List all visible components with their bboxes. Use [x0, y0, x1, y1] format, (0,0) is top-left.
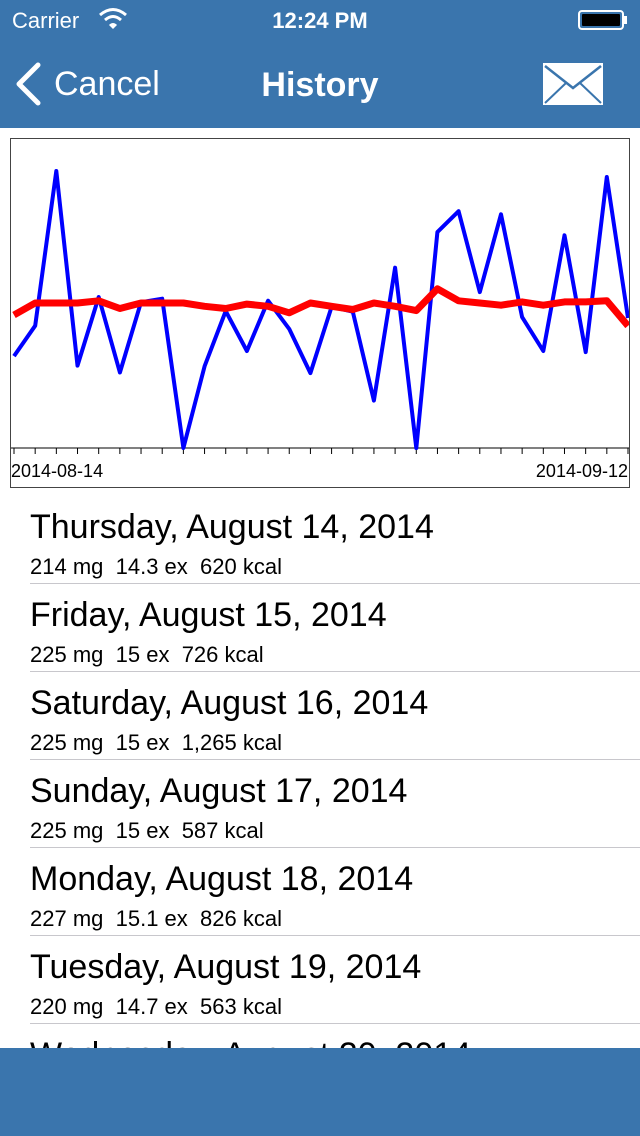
- entry-mg: 225 mg: [30, 730, 104, 755]
- entry-ex: 15 ex: [115, 818, 170, 843]
- row-divider: [30, 935, 640, 936]
- entry-stats: 227 mg 15.1 ex 826 kcal: [30, 906, 282, 932]
- entry-stats: 225 mg 15 ex 1,265 kcal: [30, 730, 282, 756]
- row-divider: [30, 847, 640, 848]
- entry-kcal: 620 kcal: [200, 554, 282, 579]
- entry-date: Sunday, August 17, 2014: [30, 772, 408, 810]
- mail-icon[interactable]: [542, 62, 604, 106]
- x-tick-label-end: 2014-09-12: [536, 461, 628, 481]
- bottom-bar: [0, 1048, 640, 1136]
- entry-mg: 225 mg: [30, 818, 104, 843]
- entry-kcal: 587 kcal: [181, 818, 264, 843]
- cancel-button[interactable]: Cancel: [14, 58, 160, 110]
- status-bar: Carrier 12:24 PM: [0, 0, 640, 40]
- entry-ex: 14.7 ex: [115, 994, 188, 1019]
- entry-kcal: 563 kcal: [200, 994, 282, 1019]
- list-item[interactable]: Thursday, August 14, 2014 214 mg 14.3 ex …: [0, 496, 640, 584]
- entry-date: Saturday, August 16, 2014: [30, 684, 429, 722]
- history-list: Thursday, August 14, 2014 214 mg 14.3 ex …: [0, 496, 640, 1048]
- list-item[interactable]: Sunday, August 17, 2014 225 mg 15 ex 587 …: [0, 760, 640, 848]
- entry-kcal: 1,265 kcal: [181, 730, 282, 755]
- entry-ex: 15.1 ex: [115, 906, 188, 931]
- entry-date: Thursday, August 14, 2014: [30, 508, 434, 546]
- row-divider: [30, 1023, 640, 1024]
- entry-date: Tuesday, August 19, 2014: [30, 948, 422, 986]
- battery-icon: [578, 10, 627, 30]
- history-chart-plot: 2014-08-14 2014-09-12: [11, 169, 629, 481]
- history-chart: 2014-08-14 2014-09-12: [10, 138, 630, 488]
- x-tick-label-start: 2014-08-14: [11, 461, 103, 481]
- chevron-left-icon: [16, 62, 41, 106]
- entry-ex: 14.3 ex: [115, 554, 188, 579]
- status-time: 12:24 PM: [272, 8, 368, 33]
- entry-mg: 214 mg: [30, 554, 104, 579]
- entry-mg: 227 mg: [30, 906, 104, 931]
- entry-kcal: 726 kcal: [181, 642, 264, 667]
- list-item[interactable]: Friday, August 15, 2014 225 mg 15 ex 726 …: [0, 584, 640, 672]
- navigation-bar: Cancel History: [0, 40, 640, 128]
- entry-mg: 220 mg: [30, 994, 104, 1019]
- row-divider: [30, 671, 640, 672]
- entry-date: Wednesday, August 20, 2014: [30, 1036, 471, 1048]
- row-divider: [30, 583, 640, 584]
- list-item[interactable]: Wednesday, August 20, 2014: [0, 1024, 640, 1048]
- entry-stats: 225 mg 15 ex 726 kcal: [30, 642, 264, 668]
- list-item[interactable]: Monday, August 18, 2014 227 mg 15.1 ex 82…: [0, 848, 640, 936]
- entry-kcal: 826 kcal: [200, 906, 282, 931]
- entry-stats: 214 mg 14.3 ex 620 kcal: [30, 554, 282, 580]
- row-divider: [30, 759, 640, 760]
- page-title: History: [261, 66, 379, 104]
- top-bar: Carrier 12:24 PM Cancel History: [0, 0, 640, 128]
- cancel-label: Cancel: [54, 64, 160, 103]
- entry-date: Friday, August 15, 2014: [30, 596, 387, 634]
- list-item[interactable]: Saturday, August 16, 2014 225 mg 15 ex 1,…: [0, 672, 640, 760]
- entry-mg: 225 mg: [30, 642, 104, 667]
- entry-ex: 15 ex: [115, 642, 170, 667]
- list-item[interactable]: Tuesday, August 19, 2014 220 mg 14.7 ex 5…: [0, 936, 640, 1024]
- series-line-blue: [12, 169, 629, 450]
- entry-ex: 15 ex: [115, 730, 170, 755]
- entry-date: Monday, August 18, 2014: [30, 860, 414, 898]
- wifi-icon: [99, 8, 127, 29]
- series-line-red: [12, 285, 629, 329]
- entry-stats: 225 mg 15 ex 587 kcal: [30, 818, 264, 844]
- entry-stats: 220 mg 14.7 ex 563 kcal: [30, 994, 282, 1020]
- carrier-label: Carrier: [12, 8, 80, 33]
